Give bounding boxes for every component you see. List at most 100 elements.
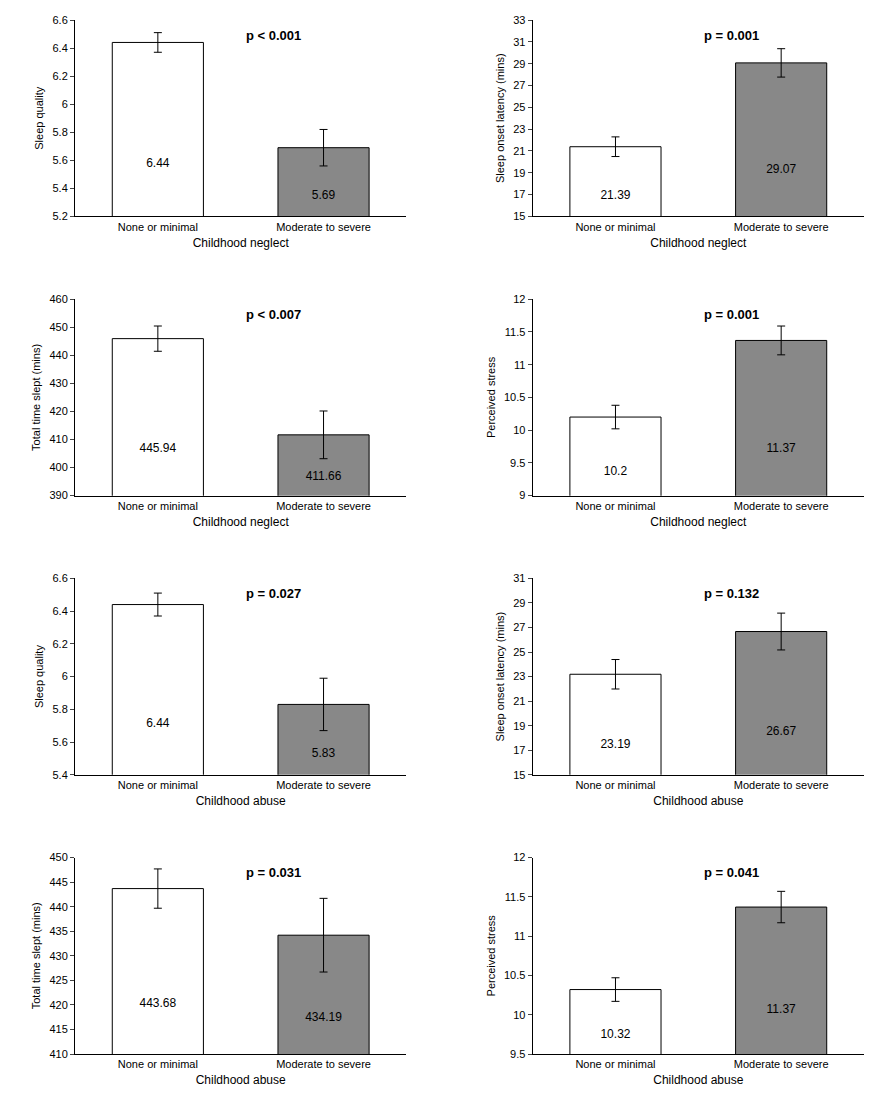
svg-text:425: 425	[49, 974, 67, 986]
svg-text:6.2: 6.2	[53, 638, 68, 650]
svg-text:410: 410	[49, 433, 67, 445]
svg-text:410: 410	[49, 1048, 67, 1060]
svg-text:Moderate to severe: Moderate to severe	[734, 1058, 829, 1070]
svg-text:Total time slept (mins): Total time slept (mins)	[30, 344, 42, 451]
svg-text:5.8: 5.8	[53, 703, 68, 715]
svg-text:Moderate to severe: Moderate to severe	[734, 779, 829, 791]
svg-text:450: 450	[49, 851, 67, 863]
svg-text:None or minimal: None or minimal	[575, 779, 655, 791]
svg-text:Sleep onset latency (mins): Sleep onset latency (mins)	[494, 53, 506, 183]
svg-text:21: 21	[513, 145, 525, 157]
svg-text:15: 15	[513, 210, 525, 222]
svg-text:Childhood abuse: Childhood abuse	[196, 1073, 286, 1087]
svg-text:Childhood neglect: Childhood neglect	[193, 236, 290, 250]
svg-text:p = 0.001: p = 0.001	[704, 28, 759, 43]
svg-text:11.5: 11.5	[505, 326, 526, 338]
svg-text:Perceived stress: Perceived stress	[485, 356, 497, 438]
svg-text:11.37: 11.37	[767, 441, 796, 455]
svg-text:435: 435	[49, 925, 67, 937]
svg-text:Sleep quality: Sleep quality	[33, 86, 45, 149]
svg-text:p < 0.001: p < 0.001	[246, 28, 301, 43]
svg-text:11: 11	[514, 930, 525, 942]
svg-text:10: 10	[513, 424, 525, 436]
svg-text:None or minimal: None or minimal	[575, 500, 655, 512]
svg-text:5.8: 5.8	[53, 126, 68, 138]
svg-text:10: 10	[513, 1009, 525, 1021]
svg-text:31: 31	[513, 36, 525, 48]
svg-text:19: 19	[513, 720, 525, 732]
svg-text:390: 390	[49, 489, 67, 501]
svg-text:11: 11	[514, 359, 525, 371]
svg-text:440: 440	[49, 349, 67, 361]
svg-text:26.67: 26.67	[766, 724, 796, 738]
svg-text:430: 430	[49, 377, 67, 389]
svg-text:p = 0.041: p = 0.041	[704, 865, 759, 880]
svg-text:9.5: 9.5	[510, 457, 525, 469]
svg-text:23.19: 23.19	[600, 737, 630, 751]
svg-text:Moderate to severe: Moderate to severe	[276, 1058, 371, 1070]
svg-text:27: 27	[513, 79, 525, 91]
svg-text:21: 21	[513, 695, 525, 707]
svg-text:None or minimal: None or minimal	[118, 779, 198, 791]
svg-text:10.2: 10.2	[604, 464, 628, 478]
svg-text:Childhood abuse: Childhood abuse	[653, 794, 743, 808]
svg-text:None or minimal: None or minimal	[118, 1058, 198, 1070]
svg-text:None or minimal: None or minimal	[118, 500, 198, 512]
svg-text:10.32: 10.32	[600, 1027, 630, 1041]
svg-text:9.5: 9.5	[510, 1048, 525, 1060]
svg-text:Total time slept (mins): Total time slept (mins)	[30, 902, 42, 1009]
svg-text:23: 23	[513, 123, 525, 135]
svg-text:5.69: 5.69	[312, 188, 336, 202]
svg-text:Sleep onset latency (mins): Sleep onset latency (mins)	[494, 612, 506, 742]
svg-text:9: 9	[519, 489, 525, 501]
svg-text:415: 415	[49, 1023, 67, 1035]
svg-text:17: 17	[513, 744, 525, 756]
svg-text:5.4: 5.4	[53, 769, 68, 781]
svg-text:5.83: 5.83	[312, 746, 336, 760]
svg-text:5.6: 5.6	[53, 154, 68, 166]
svg-text:6.44: 6.44	[146, 156, 170, 170]
svg-text:23: 23	[513, 670, 525, 682]
svg-text:400: 400	[49, 461, 67, 473]
svg-text:6.4: 6.4	[53, 42, 68, 54]
svg-text:31: 31	[513, 572, 525, 584]
svg-text:29: 29	[513, 597, 525, 609]
svg-text:Moderate to severe: Moderate to severe	[276, 221, 371, 233]
svg-text:15: 15	[513, 769, 525, 781]
svg-text:21.39: 21.39	[600, 188, 630, 202]
svg-text:19: 19	[513, 167, 525, 179]
svg-text:6: 6	[62, 98, 68, 110]
svg-text:5.4: 5.4	[53, 182, 68, 194]
svg-text:11.37: 11.37	[767, 1002, 796, 1016]
svg-text:25: 25	[513, 646, 525, 658]
svg-text:6.44: 6.44	[146, 716, 170, 730]
svg-text:29: 29	[513, 58, 525, 70]
svg-text:p = 0.001: p = 0.001	[704, 307, 759, 322]
svg-text:443.68: 443.68	[139, 996, 176, 1010]
svg-text:None or minimal: None or minimal	[118, 221, 198, 233]
svg-text:p < 0.007: p < 0.007	[246, 307, 301, 322]
svg-text:Childhood neglect: Childhood neglect	[650, 236, 747, 250]
svg-text:460: 460	[49, 293, 67, 305]
svg-text:p = 0.027: p = 0.027	[246, 586, 301, 601]
svg-text:6.6: 6.6	[53, 572, 68, 584]
svg-text:Moderate to severe: Moderate to severe	[276, 500, 371, 512]
svg-text:10.5: 10.5	[504, 391, 525, 403]
svg-text:5.6: 5.6	[53, 736, 68, 748]
svg-text:6.6: 6.6	[53, 14, 68, 26]
svg-text:29.07: 29.07	[766, 162, 796, 176]
svg-text:Childhood abuse: Childhood abuse	[653, 1073, 743, 1087]
svg-text:10.5: 10.5	[504, 969, 525, 981]
svg-text:411.66: 411.66	[306, 469, 342, 483]
svg-text:p = 0.132: p = 0.132	[704, 586, 759, 601]
svg-text:12: 12	[513, 293, 525, 305]
svg-text:12: 12	[513, 851, 525, 863]
svg-text:17: 17	[513, 188, 525, 200]
svg-text:Moderate to severe: Moderate to severe	[276, 779, 371, 791]
svg-text:434.19: 434.19	[305, 1010, 342, 1024]
svg-text:Perceived stress: Perceived stress	[485, 915, 497, 997]
svg-text:11.5: 11.5	[505, 891, 526, 903]
svg-text:None or minimal: None or minimal	[575, 221, 655, 233]
svg-text:p = 0.031: p = 0.031	[246, 865, 301, 880]
svg-text:Moderate to severe: Moderate to severe	[734, 500, 829, 512]
